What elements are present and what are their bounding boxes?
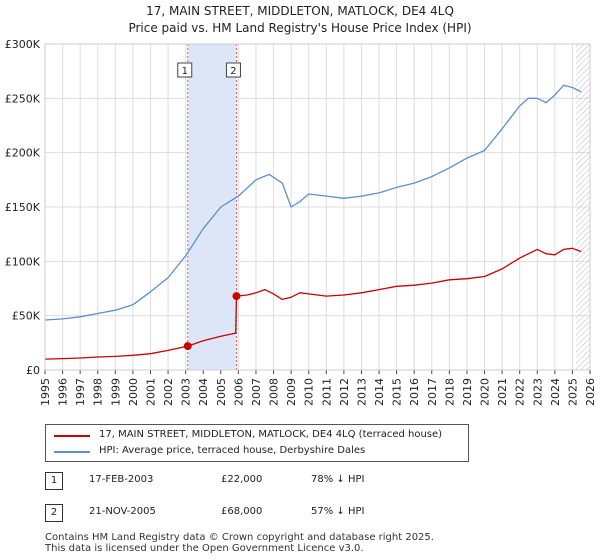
x-tick-label: 2007 — [250, 378, 263, 406]
transaction-date-2: 21-NOV-2005 — [89, 506, 156, 517]
transaction-2-point — [232, 292, 241, 301]
x-tick-label: 2001 — [144, 378, 157, 406]
x-tick-label: 2000 — [127, 378, 140, 406]
x-tick-label: 2005 — [215, 378, 228, 406]
x-tick-label: 2009 — [285, 378, 298, 406]
x-tick-label: 2021 — [496, 378, 509, 406]
legend-swatch-property — [54, 435, 90, 437]
legend-swatch-hpi — [54, 451, 90, 453]
plot-border — [44, 43, 591, 371]
chart-legend: 17, MAIN STREET, MIDDLETON, MATLOCK, DE4… — [45, 424, 469, 462]
x-tick-label: 2012 — [338, 378, 351, 406]
property-price-line — [44, 247, 582, 360]
x-tick-label: 2019 — [461, 378, 474, 406]
x-tick-label: 2016 — [408, 378, 421, 406]
transaction-date-1: 17-FEB-2003 — [89, 474, 154, 485]
y-tick-label: £0 — [26, 364, 40, 377]
transaction-row-2: 2 21-NOV-2005 £68,000 57% ↓ HPI — [45, 504, 485, 524]
price-chart: 1 2 £0 £50K £100K £150K £200K £250K £300K 1995 19… — [5, 38, 597, 406]
x-tick-label: 2017 — [426, 378, 439, 406]
x-tick-label: 2010 — [303, 378, 316, 406]
x-tick-label: 2011 — [320, 378, 333, 406]
y-tick-label: £300K — [5, 38, 41, 51]
transaction-badge-2: 2 — [45, 504, 63, 522]
transaction-1-box — [177, 62, 193, 78]
transaction-2-label: 2 — [230, 66, 236, 77]
x-tick-label: 2025 — [566, 378, 579, 406]
x-tick-label: 2013 — [355, 378, 368, 406]
transaction-hpi-2: 57% ↓ HPI — [311, 506, 365, 517]
x-tick-label: 1995 — [39, 378, 52, 406]
x-tick-label: 2024 — [549, 378, 562, 406]
x-tick-label: 2006 — [232, 378, 245, 406]
x-tick-label: 2008 — [268, 378, 281, 406]
y-tick-label: £100K — [5, 255, 41, 268]
x-tick-label: 2015 — [391, 378, 404, 406]
footer-licence: This data is licensed under the Open Gov… — [45, 543, 364, 554]
x-tick-label: 1996 — [57, 378, 70, 406]
transaction-hpi-1: 78% ↓ HPI — [311, 474, 365, 485]
y-tick-label: £200K — [5, 147, 41, 160]
x-tick-label: 2004 — [197, 378, 210, 406]
x-tick-label: 1999 — [109, 378, 122, 406]
transaction-1-point — [183, 342, 192, 351]
footer-copyright: Contains HM Land Registry data © Crown c… — [45, 532, 434, 543]
y-tick-label: £150K — [5, 201, 41, 214]
forecast-hatch — [575, 44, 590, 370]
hpi-line — [44, 84, 582, 321]
x-tick-label: 2002 — [162, 378, 175, 406]
x-tick-label: 2026 — [584, 378, 597, 406]
chart-title: 17, MAIN STREET, MIDDLETON, MATLOCK, DE4… — [146, 4, 454, 18]
transaction-1-label: 1 — [182, 66, 188, 77]
x-tick-label: 1998 — [92, 378, 105, 406]
transaction-2-box — [225, 62, 241, 78]
transaction-window — [187, 44, 237, 370]
y-tick-label: £250K — [5, 92, 41, 105]
x-tick-label: 2020 — [479, 378, 492, 406]
legend-label-property: 17, MAIN STREET, MIDDLETON, MATLOCK, DE4… — [99, 429, 443, 440]
x-tick-label: 2003 — [180, 378, 193, 406]
y-tick-label: £50K — [12, 310, 41, 323]
transaction-badge-1: 1 — [45, 472, 63, 490]
legend-label-hpi: HPI: Average price, terraced house, Derb… — [99, 445, 366, 456]
transaction-price-2: £68,000 — [221, 506, 263, 517]
x-tick-label: 2023 — [531, 378, 544, 406]
x-tick-label: 2018 — [443, 378, 456, 406]
transaction-price-1: £22,000 — [221, 474, 263, 485]
x-tick-label: 2014 — [373, 378, 386, 406]
x-tick-label: 2022 — [514, 378, 527, 406]
chart-subtitle: Price paid vs. HM Land Registry's House … — [128, 21, 472, 35]
x-tick-label: 1997 — [74, 378, 87, 406]
transaction-row-1: 1 17-FEB-2003 £22,000 78% ↓ HPI — [45, 472, 485, 492]
